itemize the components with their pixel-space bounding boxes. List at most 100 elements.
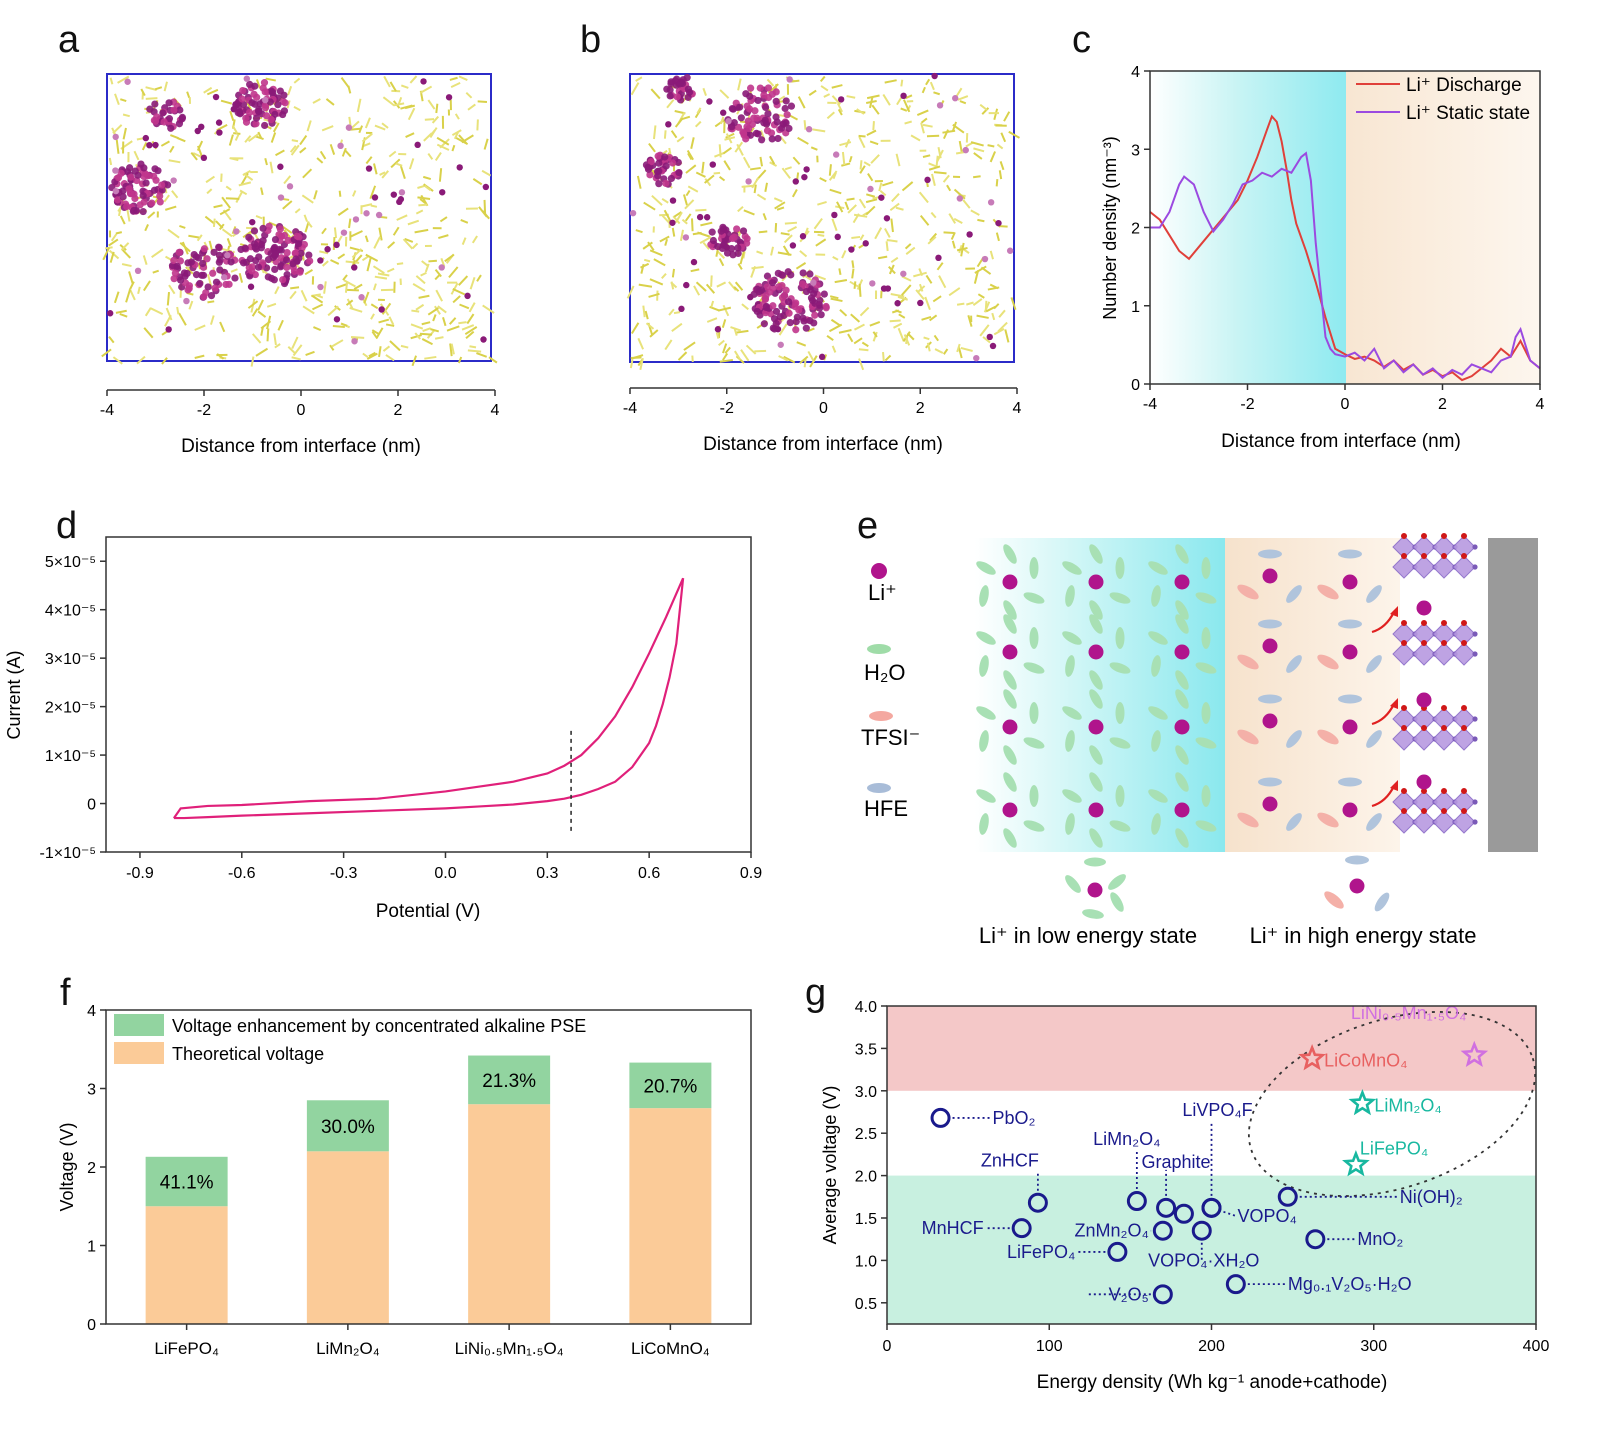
solvent-molecule — [251, 333, 262, 344]
solvent-molecule — [929, 232, 938, 242]
solvent-molecule — [710, 275, 713, 287]
solvent-molecule — [859, 234, 865, 241]
water-molecule — [1089, 544, 1103, 564]
solvent-molecule — [989, 151, 996, 163]
solvent-molecule — [410, 323, 424, 330]
solvent-molecule — [851, 235, 861, 239]
solvent-molecule — [694, 120, 702, 128]
solvent-molecule — [274, 343, 281, 349]
ion-sphere — [119, 193, 127, 201]
solvent-molecule — [837, 108, 843, 116]
solvent-molecule — [458, 75, 468, 81]
solvent-molecule — [858, 358, 865, 371]
star-label: LiNi₀.₅Mn₁.₅O₄ — [1351, 1003, 1466, 1023]
solvent-molecule — [957, 347, 963, 359]
ion-sphere — [170, 275, 178, 283]
solvent-molecule — [872, 331, 878, 342]
ion-sphere — [900, 92, 907, 100]
solvent-molecule — [448, 266, 459, 278]
solvent-molecule — [143, 327, 154, 339]
solvent-molecule — [234, 133, 240, 141]
ion-sphere — [757, 286, 766, 294]
solvent-molecule — [690, 218, 694, 232]
solvent-molecule — [109, 77, 114, 85]
solvent-molecule — [122, 127, 127, 140]
solvent-molecule — [275, 149, 285, 157]
solvent-molecule — [407, 107, 416, 121]
solvent-molecule — [967, 315, 973, 327]
water-molecule — [979, 730, 989, 752]
solvent-molecule — [741, 184, 754, 188]
solvent-molecule — [766, 78, 775, 87]
ion-sphere — [730, 119, 738, 127]
ion-sphere — [130, 190, 138, 198]
solvent-molecule — [722, 304, 730, 317]
ion-sphere — [211, 284, 219, 292]
ion-sphere — [204, 283, 212, 291]
solvent-molecule — [936, 262, 944, 271]
solvent-molecule — [301, 194, 314, 204]
solvent-molecule — [942, 129, 956, 134]
solvent-molecule — [221, 196, 232, 209]
solvent-molecule — [451, 129, 462, 137]
solvent-molecule — [773, 197, 783, 203]
solvent-molecule — [902, 99, 911, 113]
crystal-octahedron — [1432, 810, 1456, 834]
ion-sphere — [271, 250, 280, 259]
ion-sphere — [142, 179, 150, 187]
oxygen-atom — [1421, 808, 1427, 814]
solvent-molecule — [405, 132, 415, 138]
ion-sphere — [165, 326, 172, 333]
ion-sphere — [667, 174, 676, 183]
solvent-molecule — [469, 277, 476, 290]
legend-label: TFSI⁻ — [861, 725, 920, 750]
solvent-molecule — [136, 355, 146, 365]
water-molecule — [1062, 631, 1082, 645]
water-molecule — [976, 631, 996, 645]
solvent-molecule — [424, 263, 430, 273]
ion-sphere — [112, 167, 119, 174]
solvent-molecule — [952, 123, 965, 134]
ion-sphere — [784, 298, 793, 306]
ion-sphere — [125, 185, 133, 193]
crystal-octahedron — [1392, 727, 1416, 751]
li-ion — [1262, 796, 1278, 812]
solvent-molecule — [923, 336, 930, 341]
ion-sphere — [252, 120, 260, 128]
ion-sphere — [900, 270, 907, 277]
ion-sphere — [255, 107, 263, 115]
solvent-molecule — [737, 206, 744, 213]
ion-sphere — [741, 232, 749, 240]
solvent-molecule — [737, 263, 743, 270]
y-tick-label: 3×10⁻⁵ — [45, 651, 96, 668]
solvent-molecule — [734, 281, 744, 291]
solvent-molecule — [428, 259, 437, 263]
crystal-octahedron — [1412, 727, 1436, 751]
ion-sphere — [744, 117, 752, 125]
y-tick-label: 2.5 — [855, 1126, 877, 1143]
ion-sphere — [153, 113, 161, 121]
solvent-molecule — [147, 211, 156, 219]
panel-letters: a b c d e f g — [56, 19, 1091, 1014]
solvent-molecule — [325, 98, 335, 106]
solvent-molecule — [684, 199, 695, 210]
solvent-molecule — [810, 146, 818, 151]
y-axis-title: Number density (nm⁻³) — [1100, 136, 1120, 320]
ion-sphere — [784, 268, 792, 276]
solvent-molecule — [739, 250, 745, 265]
solvent-molecule — [643, 258, 651, 263]
water-molecule — [1003, 670, 1017, 690]
solvent-molecule — [477, 100, 488, 103]
solvent-molecule — [718, 339, 725, 347]
ion-sphere — [296, 268, 304, 276]
li-ion — [1262, 638, 1278, 654]
ion-sphere — [130, 206, 138, 215]
solvent-molecule — [693, 285, 701, 296]
solvent-molecule — [977, 293, 985, 299]
ion-sphere — [283, 271, 291, 279]
ion-sphere — [187, 258, 196, 266]
ion-sphere — [196, 279, 204, 288]
ion-sphere — [669, 159, 677, 167]
hfe-molecule — [1366, 655, 1382, 673]
solvent-molecule — [181, 241, 189, 255]
